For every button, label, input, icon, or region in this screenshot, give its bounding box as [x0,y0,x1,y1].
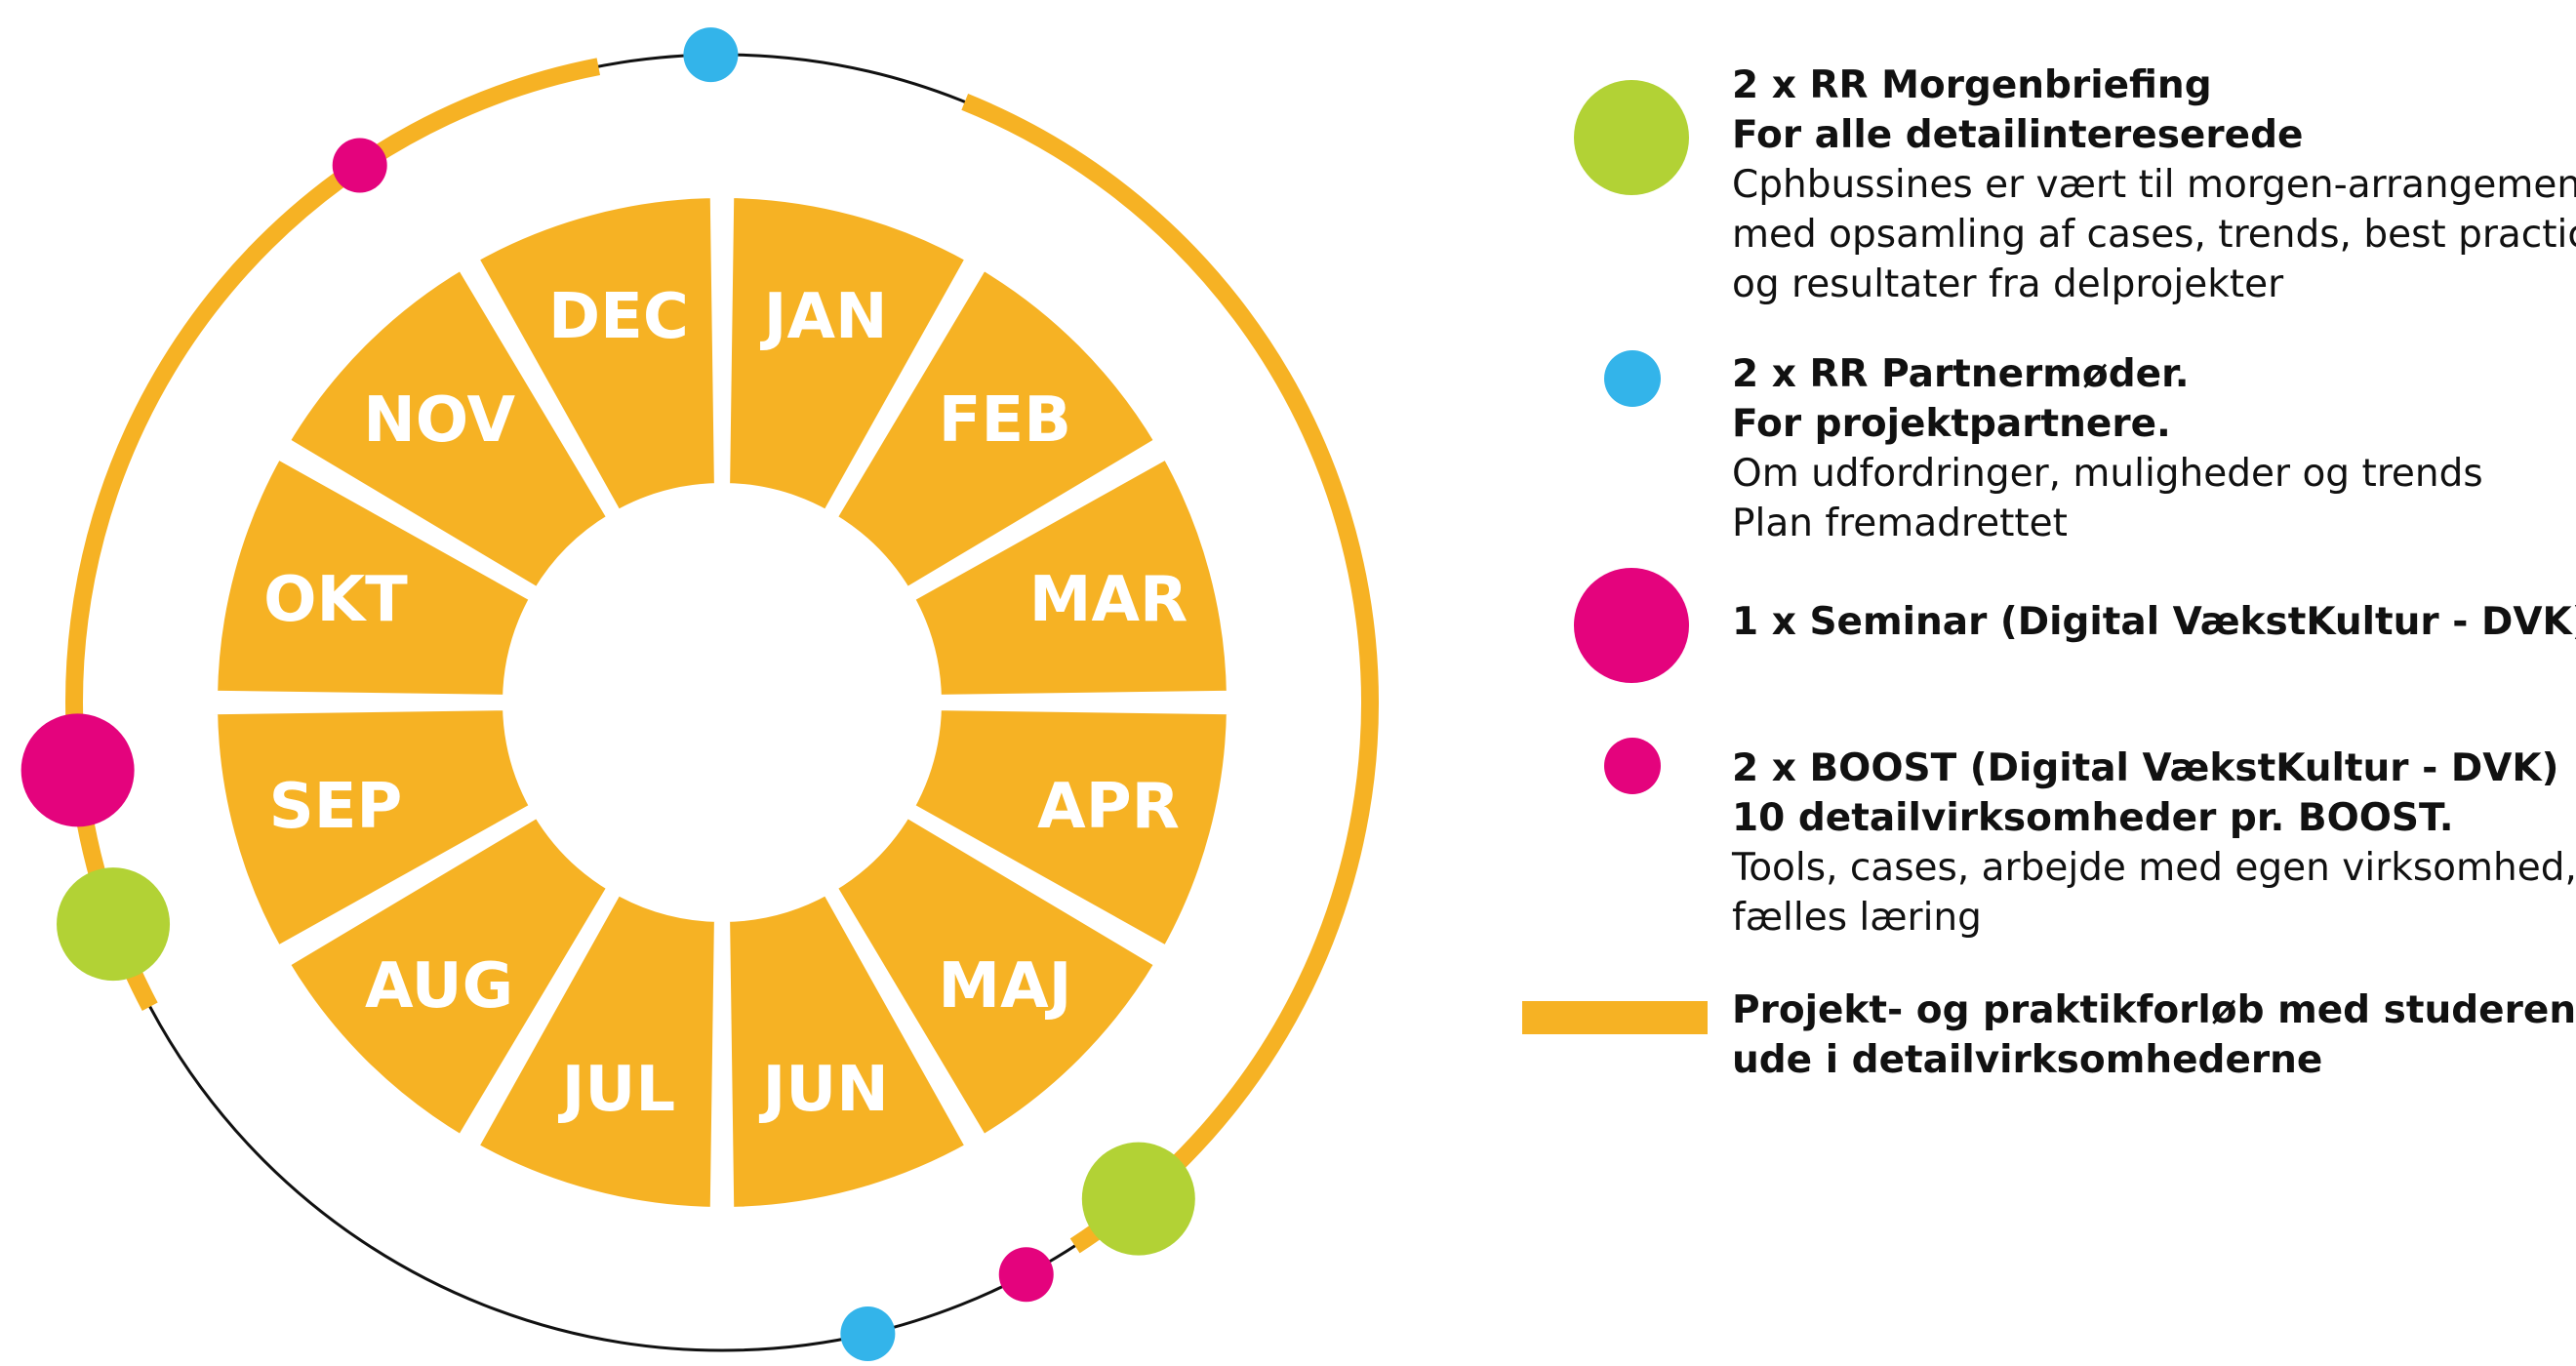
legend-title: 2 x RR Partnermøder. [1732,352,2190,396]
event-markers [20,27,1195,1361]
project-period-arc [961,94,1380,1254]
legend-description: med opsamling af cases, trends, best pra… [1732,213,2576,257]
outer-timeline-ring [65,53,1380,1352]
green-circle-large-icon [1574,80,1689,195]
month-segment-okt [207,447,542,704]
month-label-maj: MAJ [938,950,1071,1023]
legend-description: og resultater fra delprojekter [1732,262,2284,306]
month-label-aug: AUG [365,950,513,1023]
month-segment-maj [825,805,1167,1147]
seminar-dot [20,713,135,827]
orange-bar-icon [1522,1001,1708,1034]
legend-description: Tools, cases, arbejde med egen virksomhe… [1732,846,2576,890]
month-label-jun: JUN [758,1054,888,1126]
month-segments: JAN FEB MAR APR MAJ JUN JUL AUG SEP OKT NOV DEC [207,187,1237,1218]
month-segment-aug [277,805,620,1147]
month-segment-dec [466,187,724,522]
legend-title: Projekt- og praktikforløb med studerende [1732,988,2576,1032]
morning-briefing-dot [1081,1142,1195,1256]
legend: 2 x RR Morgenbriefing For alle detailint… [1522,0,2576,1366]
month-label-feb: FEB [939,384,1071,457]
month-segment-jun [720,883,978,1218]
legend-subtitle: 10 detailvirksomheder pr. BOOST. [1732,796,2454,840]
month-segment-jan [720,187,978,522]
legend-subtitle: ude i detailvirksomhederne [1732,1038,2323,1082]
partner-meeting-dot [840,1306,896,1361]
month-segment-nov [277,258,620,600]
month-label-nov: NOV [363,384,515,457]
year-wheel-diagram: JAN FEB MAR APR MAJ JUN JUL AUG SEP OKT NOV DEC [20,27,1380,1361]
boost-dot [998,1247,1054,1303]
blue-circle-small-icon [1604,350,1661,407]
legend-title: 2 x BOOST (Digital VækstKultur - DVK) [1732,746,2559,790]
magenta-circle-small-icon [1604,738,1661,794]
legend-subtitle: For alle detailintereserede [1732,113,2304,157]
month-label-apr: APR [1037,771,1180,843]
boost-dot [332,138,387,193]
magenta-circle-large-icon [1574,568,1689,683]
legend-subtitle: For projektpartnere. [1732,402,2171,446]
month-segment-apr [903,701,1237,958]
month-segment-sep [207,701,542,958]
month-segment-feb [825,258,1167,600]
month-label-jul: JUL [558,1054,676,1126]
month-label-jan: JAN [760,281,888,353]
legend-description: Om udfordringer, muligheder og trends [1732,452,2483,496]
month-label-mar: MAR [1029,564,1188,636]
month-label-dec: DEC [548,281,689,353]
legend-description: Plan fremadrettet [1732,502,2068,545]
month-label-sep: SEP [269,771,403,843]
morning-briefing-dot [57,867,171,982]
month-label-okt: OKT [263,564,408,636]
partner-meeting-dot [683,27,739,83]
month-segment-jul [466,883,724,1218]
project-period-arc [65,58,601,1011]
legend-description: fælles læring [1732,896,1982,940]
legend-title: 2 x RR Morgenbriefing [1732,63,2212,107]
month-segment-mar [903,447,1237,704]
legend-description: Cphbussines er vært til morgen-arrangeme… [1732,163,2576,207]
legend-title: 1 x Seminar (Digital VækstKultur - DVK) [1732,600,2576,644]
